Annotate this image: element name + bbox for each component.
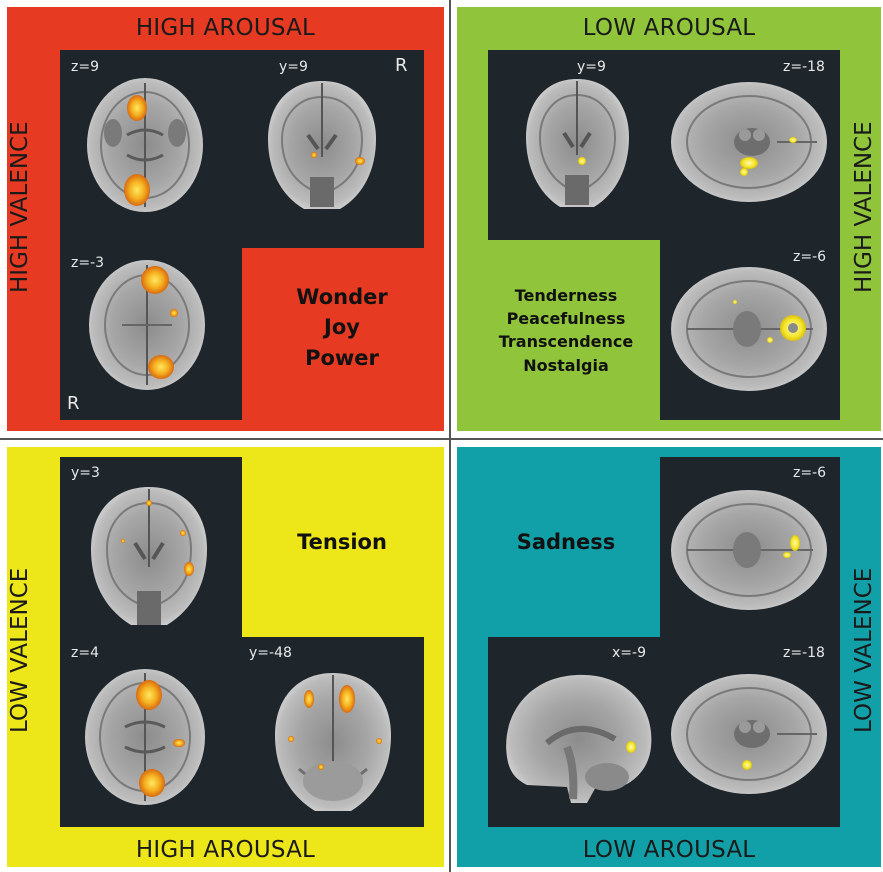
coronal-brain-slice — [268, 81, 376, 209]
slice-coordinate: z=4 — [71, 645, 99, 661]
arousal-label: LOW AROUSAL — [582, 837, 756, 863]
arousal-label: LOW AROUSAL — [582, 15, 756, 41]
activation-spot — [139, 769, 165, 797]
arousal-label: HIGH AROUSAL — [135, 837, 316, 863]
activation-spot — [136, 680, 162, 710]
activation-spot — [790, 535, 800, 551]
emotion-list: Wonder Joy Power — [242, 282, 442, 373]
emotion-label: Tension — [297, 530, 387, 554]
activation-spot — [626, 741, 636, 753]
vertical-divider — [449, 0, 451, 872]
axial-brain-slice — [85, 669, 205, 805]
activation-spot — [180, 530, 186, 536]
activation-spot — [184, 562, 194, 576]
activation-spot — [170, 309, 178, 317]
activation-spot — [339, 685, 355, 713]
emotion-label: Transcendence — [498, 332, 634, 352]
axial-brain-slice — [87, 78, 203, 212]
activation-spot — [173, 739, 185, 747]
slice-coordinate: y=9 — [279, 59, 308, 75]
emotion-list: Sadness — [471, 527, 661, 557]
valence-label: LOW VALENCE — [851, 567, 877, 733]
emotion-label: Power — [305, 345, 379, 370]
quadrant-high-arousal-high-valence: HIGH AROUSAL HIGH VALENCE Wonder Joy Pow… — [7, 7, 444, 431]
quadrant-low-arousal-high-valence: LOW AROUSAL HIGH VALENCE Tenderness Peac… — [457, 7, 881, 431]
activation-spot — [376, 738, 382, 744]
activation-spot — [141, 266, 169, 294]
right-hemisphere-marker: R — [67, 393, 80, 414]
axial-brain-slice — [671, 490, 827, 610]
activation-spot — [740, 157, 758, 169]
slice-coordinate: y=3 — [71, 465, 100, 481]
axial-brain-slice — [89, 260, 205, 390]
slice-coordinate: z=-6 — [793, 249, 827, 265]
valence-label: HIGH VALENCE — [851, 121, 877, 293]
slice-coordinate: x=-9 — [612, 645, 646, 661]
axial-brain-slice — [671, 674, 827, 794]
right-hemisphere-marker: R — [395, 55, 408, 76]
emotion-label: Joy — [324, 315, 360, 340]
activation-spot — [318, 764, 324, 770]
quadrant-high-arousal-low-valence: HIGH AROUSAL LOW VALENCE Tension y=3 z=4… — [7, 447, 444, 867]
coronal-brain-slice — [275, 673, 391, 811]
activation-spot — [742, 760, 752, 770]
activation-spot — [127, 95, 147, 121]
slice-coordinate: z=-18 — [783, 645, 825, 661]
activation-spot — [288, 736, 294, 742]
coronal-brain-slice — [91, 487, 207, 625]
quadrant-low-arousal-low-valence: LOW AROUSAL LOW VALENCE Sadness z=-6 x=-… — [457, 447, 881, 867]
emotion-list: Tension — [242, 527, 442, 557]
activation-spot — [733, 300, 737, 304]
activation-spot — [148, 355, 174, 379]
activation-spot — [783, 552, 791, 558]
activation-spot — [578, 157, 586, 165]
activation-spot — [311, 152, 317, 158]
horizontal-divider — [0, 438, 883, 440]
valence-label: LOW VALENCE — [7, 567, 33, 733]
arousal-label: HIGH AROUSAL — [135, 15, 316, 41]
activation-spot — [789, 137, 797, 143]
emotion-label: Sadness — [516, 530, 616, 554]
emotion-list: Tenderness Peacefulness Transcendence No… — [471, 284, 661, 377]
emotion-label: Nostalgia — [523, 355, 609, 375]
slice-coordinate: z=-3 — [71, 255, 105, 271]
emotion-label: Tenderness — [514, 286, 618, 305]
emotion-label: Wonder — [296, 285, 388, 309]
coronal-brain-slice — [526, 79, 629, 207]
activation-spot — [740, 168, 748, 176]
slice-coordinate: y=9 — [577, 59, 606, 75]
emotion-label: Peacefulness — [506, 309, 626, 329]
slice-coordinate: z=-18 — [783, 59, 825, 75]
activation-spot — [121, 539, 125, 543]
valence-label: HIGH VALENCE — [7, 121, 33, 293]
axial-brain-slice — [671, 82, 827, 202]
slice-coordinate: z=9 — [71, 59, 99, 75]
activation-spot — [124, 174, 150, 206]
activation-spot — [304, 690, 314, 708]
slice-coordinate: z=-6 — [793, 465, 827, 481]
activation-spot — [767, 337, 773, 343]
activation-spot — [355, 157, 365, 165]
sagittal-brain-slice — [506, 674, 652, 803]
activation-spot — [146, 500, 152, 506]
axial-brain-slice — [671, 267, 827, 391]
slice-coordinate: y=-48 — [249, 645, 292, 661]
